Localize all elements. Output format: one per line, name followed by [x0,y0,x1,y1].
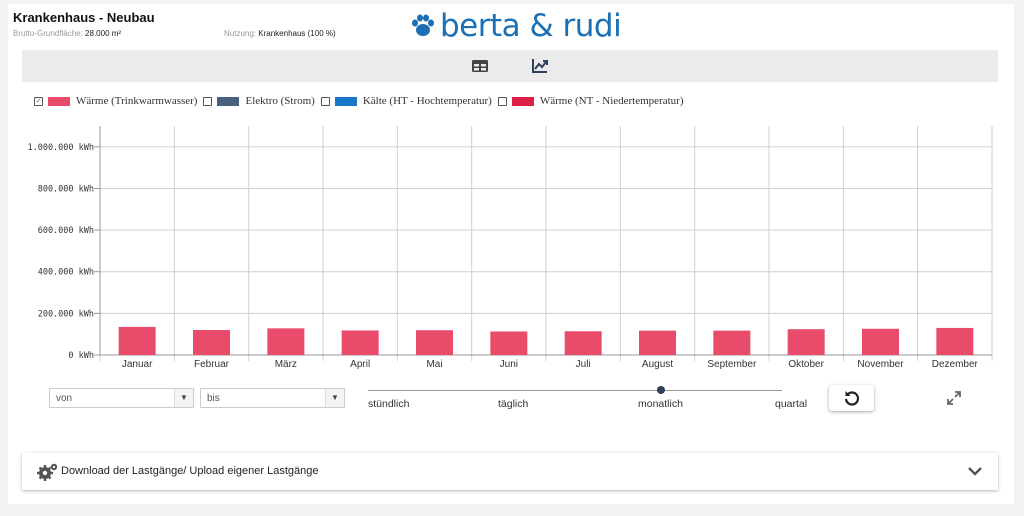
x-tick-label: Februar [194,359,230,370]
y-tick-label: 0 kWh [68,351,94,361]
y-tick-label: 800.000 kWh [38,184,94,194]
x-tick-label: Oktober [788,359,824,370]
x-tick-label: Dezember [932,359,979,370]
resolution-option-daily[interactable]: täglich [498,398,529,410]
bar [862,328,899,355]
bar [936,327,974,355]
legend-checkbox-checked[interactable]: ✓ [34,96,43,106]
expand-icon[interactable] [946,390,962,406]
x-tick-label: November [857,359,904,370]
legend-label: Wärme (NT - Niedertemperatur) [539,95,684,107]
chevron-down-icon[interactable]: ▼ [325,389,344,407]
legend-item-elektro[interactable]: Elektro (Strom) [203,95,315,107]
x-tick-label: März [275,359,297,370]
y-tick-label: 200.000 kWh [38,309,94,319]
x-tick-label: Januar [122,359,153,370]
x-tick-label: Mai [426,359,442,370]
from-select-value: von [56,393,73,404]
legend-item-waerme-tww[interactable]: ✓ Wärme (Trinkwarmwasser) [34,95,197,107]
usage-value: Krankenhaus (100 %) [258,29,336,38]
bar [787,329,825,355]
x-tick-label: Juni [500,359,518,370]
legend-swatch [511,96,534,106]
legend-checkbox[interactable] [203,96,213,106]
area-info: Brutto-Grundfläche: 28.000 m² [13,29,121,38]
resolution-option-hourly[interactable]: stündlich [368,398,410,410]
bar [341,330,379,355]
area-label: Brutto-Grundfläche: [13,29,83,38]
view-toolbar [22,50,998,82]
area-value: 28.000 m² [85,29,122,38]
download-accordion[interactable]: Download der Lastgänge/ Upload eigener L… [22,453,998,490]
main-card [8,4,1014,504]
y-tick-label: 1.000.000 kWh [27,143,94,153]
table-icon[interactable] [471,57,489,75]
to-select-value: bis [207,393,220,404]
from-select[interactable]: von ▼ [49,388,194,408]
resolution-slider-handle[interactable] [657,386,665,394]
bar [416,330,453,355]
legend-swatch [48,96,70,106]
logo-text: berta & rudi [440,8,622,44]
usage-label: Nutzung: [224,29,257,38]
monthly-bar-chart: 0 kWh 200.000 kWh 400.000 kWh 600.000 kWh 80… [27,126,993,370]
bar [564,331,602,355]
refresh-icon [844,391,859,406]
gears-icon [37,463,58,481]
x-tick-label: September [707,359,757,370]
usage-info: Nutzung: Krankenhaus (100 %) [224,29,336,38]
legend-label: Elektro (Strom) [245,95,315,107]
chevron-down-icon[interactable]: ▼ [174,389,193,407]
legend-label: Wärme (Trinkwarmwasser) [76,95,198,107]
bar [490,331,528,355]
legend-item-kaelte[interactable]: Kälte (HT - Hochtemperatur) [320,95,492,107]
project-title: Krankenhaus - Neubau [13,10,155,25]
brand-logo: berta & rudi [410,6,622,46]
legend-checkbox[interactable] [320,96,330,106]
chevron-down-icon[interactable] [967,465,983,477]
line-chart-icon[interactable] [531,57,549,75]
y-tick-label: 600.000 kWh [38,226,94,236]
accordion-label: Download der Lastgänge/ Upload eigener L… [61,465,319,477]
bar [267,328,305,355]
x-tick-label: April [350,359,370,370]
bar [639,330,676,355]
legend-checkbox[interactable] [497,96,507,106]
y-tick-label: 400.000 kWh [38,268,94,278]
x-tick-label: Juli [576,359,591,370]
bar [713,330,751,355]
legend-label: Kälte (HT - Hochtemperatur) [362,95,492,107]
legend-swatch [334,96,357,106]
resolution-slider-track[interactable] [368,390,782,391]
x-tick-label: August [642,359,673,370]
bar [118,326,156,355]
reset-button[interactable] [829,385,874,411]
to-select[interactable]: bis ▼ [200,388,345,408]
chart-legend: ✓ Wärme (Trinkwarmwasser) Elektro (Strom… [34,94,689,108]
resolution-option-quarterly[interactable]: quartal [775,398,808,410]
legend-item-waerme-nt[interactable]: Wärme (NT - Niedertemperatur) [497,95,684,107]
legend-swatch [217,96,240,106]
resolution-option-monthly[interactable]: monatlich [638,398,683,410]
paw-icon [412,14,434,36]
bar [193,330,230,355]
